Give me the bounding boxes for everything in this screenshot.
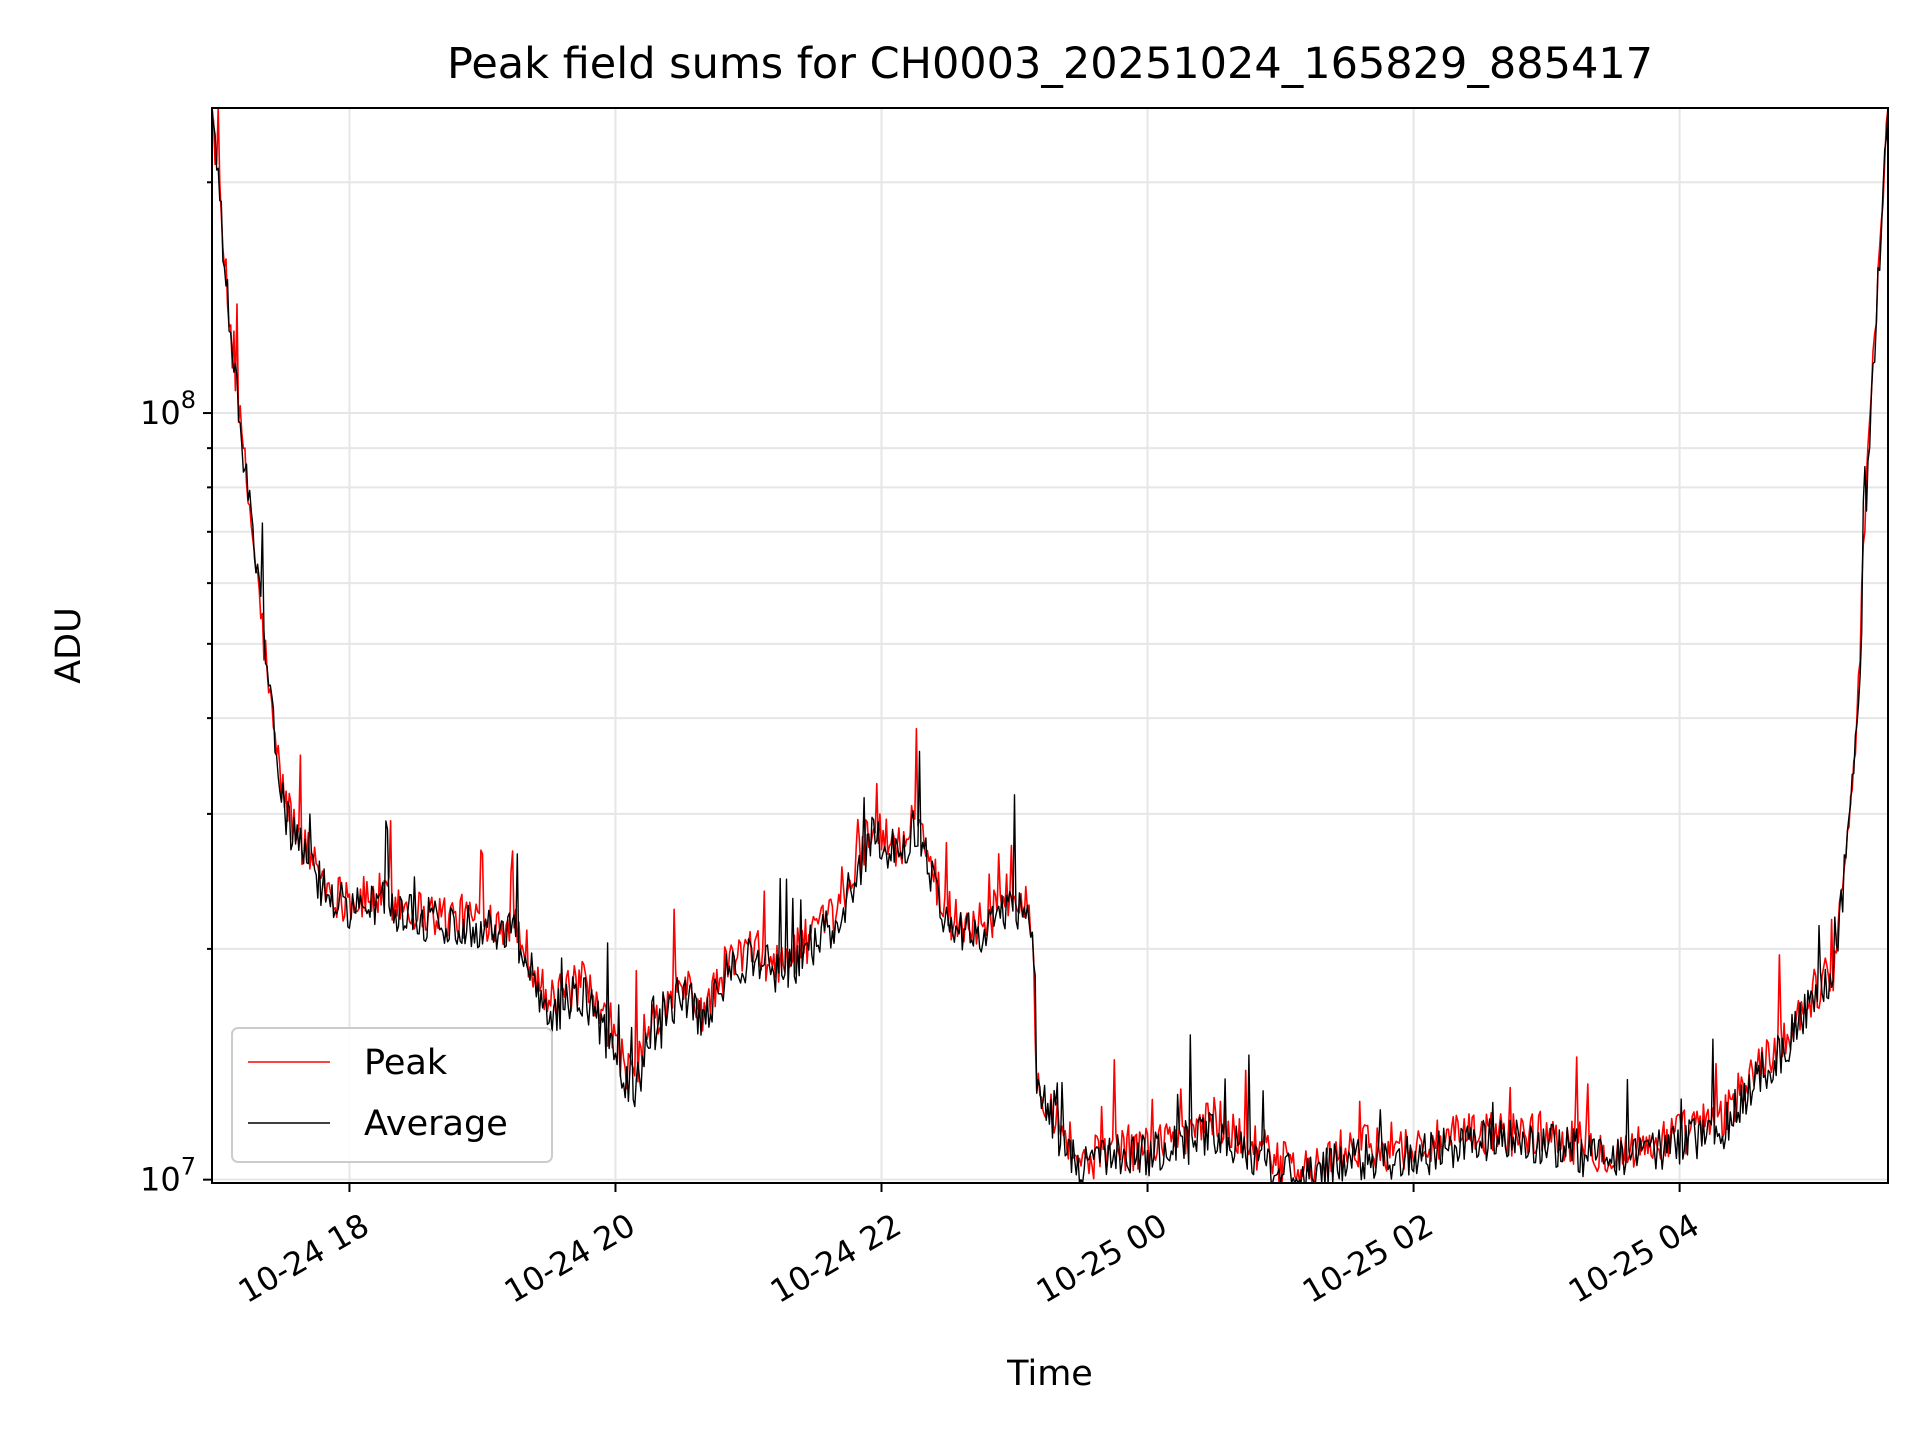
y-tick-label: 107 — [140, 1153, 196, 1199]
grid — [212, 108, 1888, 1183]
plot-frame — [211, 107, 1889, 1184]
series-line-average — [211, 107, 1889, 1184]
legend-label-peak: Peak — [364, 1043, 448, 1083]
legend: Peak Average — [231, 1027, 553, 1163]
series-layer — [211, 107, 1889, 1184]
y-axis-label: ADU — [49, 607, 89, 684]
legend-label-average: Average — [364, 1104, 508, 1144]
y-tick-label: 108 — [140, 386, 196, 432]
x-axis-label: Time — [1006, 1354, 1093, 1394]
chart-title: Peak field sums for CH0003_20251024_1658… — [447, 39, 1653, 89]
